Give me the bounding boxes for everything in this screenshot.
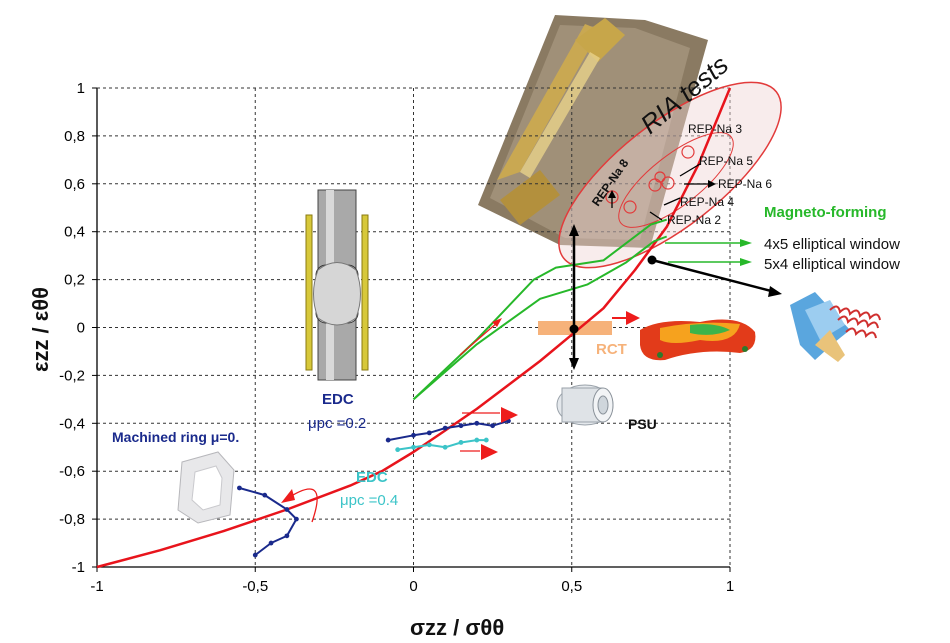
y-tick-label: 0,6 xyxy=(64,176,85,193)
series-point-edc04 xyxy=(426,442,432,448)
window-4x5-label: 4x5 elliptical window xyxy=(764,236,900,253)
axes: -1 -0,5 0 0,5 1 1 0,8 0,6 0,4 0,2 0 -0,2 -0,4 -0,6 -0,… xyxy=(59,80,734,595)
window-arrows xyxy=(665,239,752,266)
series-point-edc02 xyxy=(237,485,242,491)
mu-02-label: μpc =0.2 xyxy=(308,415,366,432)
series-point-edc02 xyxy=(458,423,464,429)
rct-specimen-drawing xyxy=(640,319,756,361)
mu-04-label: μpc =0.4 xyxy=(340,492,398,509)
y-tick-label: -0,2 xyxy=(59,367,85,384)
vertical-double-arrow xyxy=(569,224,579,370)
magneto-forming-label: Magneto-forming xyxy=(764,204,886,221)
x-tick-label: -1 xyxy=(90,578,103,595)
series-point-edc02 xyxy=(284,533,290,539)
x-axis-label: σzz / σθθ xyxy=(410,615,504,640)
y-tick-label: 0 xyxy=(77,320,85,337)
series-point-edc02 xyxy=(293,516,299,522)
edc-bottom-label: EDC xyxy=(356,469,388,486)
y-tick-label: 1 xyxy=(77,80,85,97)
coil-specimen-drawing xyxy=(790,292,881,362)
edc-device-drawing xyxy=(305,189,369,381)
series-point-edc02 xyxy=(252,552,258,558)
rep-na2-label: REP-Na 2 xyxy=(667,213,721,227)
series-point-edc02 xyxy=(385,437,391,443)
series-point-edc04 xyxy=(458,440,464,445)
series-point-edc02 xyxy=(474,420,480,426)
series-line-main xyxy=(96,87,732,569)
specimen-photo xyxy=(478,15,708,248)
red-arrows xyxy=(281,311,640,523)
series-point-edc04 xyxy=(442,444,448,450)
series-line-edc04 xyxy=(397,439,487,451)
ria-ellipse xyxy=(558,81,782,269)
y-tick-label: -0,8 xyxy=(59,511,85,528)
series-layer xyxy=(96,87,732,569)
series-point-edc02 xyxy=(284,507,290,512)
y-tick-label: 0,4 xyxy=(64,224,85,241)
y-tick-label: -0,4 xyxy=(59,415,85,432)
x-tick-label: 0,5 xyxy=(561,578,582,595)
series-point-edc02 xyxy=(268,540,274,546)
y-tick-label: -1 xyxy=(72,559,85,576)
machined-ring-label: Machined ring μ=0. xyxy=(112,429,239,445)
rep-na5-label: REP-Na 5 xyxy=(699,154,753,168)
y-tick-label: 0,2 xyxy=(64,272,85,289)
rep-na6-label: REP-Na 6 xyxy=(718,177,772,191)
series-point-edc02 xyxy=(490,423,496,429)
y-tick-label: -0,6 xyxy=(59,463,85,480)
window-5x4-label: 5x4 elliptical window xyxy=(764,256,900,273)
series-line-magneto xyxy=(412,218,667,401)
edc-top-label: EDC xyxy=(322,391,354,408)
series-point-edc04 xyxy=(474,437,480,443)
rep-na4-label: REP-Na 4 xyxy=(680,195,734,209)
psu-drawing xyxy=(556,384,614,426)
x-tick-label: 0 xyxy=(409,578,417,595)
series-point-edc04 xyxy=(411,444,416,450)
series-point-edc02 xyxy=(442,425,448,431)
series-point-edc04 xyxy=(395,447,401,453)
y-axis-label: εzz / εθθ xyxy=(28,287,53,372)
series-point-edc02 xyxy=(262,492,268,498)
grid xyxy=(97,88,730,567)
series-point-edc02 xyxy=(426,430,432,436)
rep-arrows xyxy=(608,163,716,221)
series-line-edc02 xyxy=(388,419,509,442)
rep-na3-label: REP-Na 3 xyxy=(688,122,742,136)
arrow-to-coil xyxy=(647,255,782,297)
x-tick-label: 1 xyxy=(726,578,734,595)
series-line-magneto xyxy=(412,235,668,401)
y-tick-label: 0,8 xyxy=(64,128,85,145)
series-point-edc02 xyxy=(411,432,416,438)
series-point-edc04 xyxy=(483,437,489,443)
x-tick-label: -0,5 xyxy=(242,578,268,595)
machined-ring-drawing xyxy=(177,451,235,524)
psu-label: PSU xyxy=(628,416,657,432)
rct-label: RCT xyxy=(596,341,627,358)
